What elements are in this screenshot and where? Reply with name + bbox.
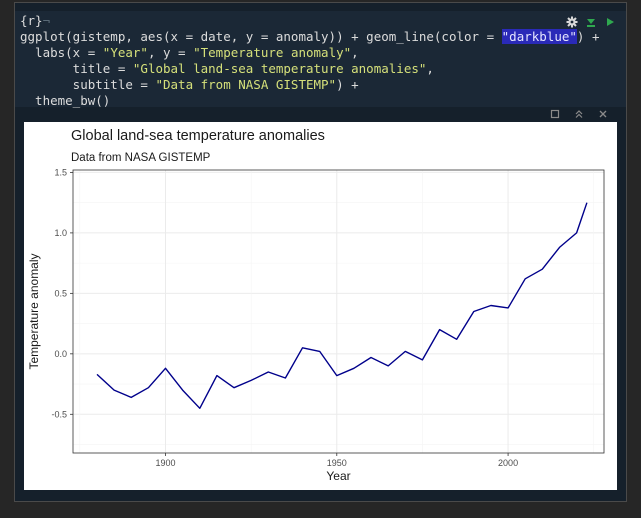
code-line-2-part-3: , <box>351 45 359 60</box>
gear-icon[interactable] <box>566 16 578 28</box>
code-line-5-part-1: theme_bw() <box>20 93 111 108</box>
y-axis-label: Temperature anomaly <box>27 253 41 369</box>
x-tick-label: 1950 <box>327 458 347 468</box>
y-tick-label: 0.0 <box>54 349 67 359</box>
code-line-4-part-1: subtitle = <box>20 77 156 92</box>
code-line-2[interactable]: labs(x = "Year", y = "Temperature anomal… <box>20 45 359 61</box>
y-tick-label: 0.5 <box>54 288 67 298</box>
y-tick-label: -0.5 <box>51 409 67 419</box>
code-line-4[interactable]: subtitle = "Data from NASA GISTEMP") + <box>20 77 359 93</box>
chunk-header-text: {r} <box>20 13 43 28</box>
plot-output: Global land-sea temperature anomalies Da… <box>24 122 617 490</box>
line-chart: Global land-sea temperature anomalies Da… <box>27 128 605 483</box>
collapse-icon[interactable] <box>574 109 584 119</box>
x-tick-label: 1900 <box>155 458 175 468</box>
chart-title: Global land-sea temperature anomalies <box>71 128 325 144</box>
x-tick-label: 2000 <box>498 458 518 468</box>
run-previous-icon[interactable] <box>585 16 597 28</box>
chart-subtitle: Data from NASA GISTEMP <box>71 152 211 164</box>
x-axis-label: Year <box>326 469 350 483</box>
code-line-4-string: "Data from NASA GISTEMP" <box>155 77 337 92</box>
y-tick-label: 1.0 <box>54 228 67 238</box>
close-icon[interactable] <box>598 109 608 119</box>
code-line-2-part-2: , y = <box>147 45 194 60</box>
code-line-2-part-1: labs(x = <box>20 45 103 60</box>
x-axis: 1900 1950 2000 <box>155 453 518 468</box>
code-line-2-string-2: "Temperature anomaly" <box>193 45 352 60</box>
code-line-1-part-2: ) + <box>576 29 600 44</box>
expand-icon[interactable] <box>550 109 560 119</box>
code-line-3-string: "Global land-sea temperature anomalies" <box>132 61 427 76</box>
y-tick-label: 1.5 <box>54 167 67 177</box>
code-line-2-string-1: "Year" <box>102 45 148 60</box>
series-layer <box>96 202 588 409</box>
grid-lines <box>73 170 604 453</box>
chunk-header: {r}¬ <box>20 13 51 28</box>
y-axis: 1.5 1.0 0.5 0.0 -0.5 <box>51 167 73 419</box>
code-line-5[interactable]: theme_bw() <box>20 93 110 109</box>
code-line-1[interactable]: ggplot(gistemp, aes(x = date, y = anomal… <box>20 29 599 45</box>
code-line-3-part-1: title = <box>20 61 133 76</box>
output-toolbar <box>15 109 626 123</box>
chunk-toolbar <box>566 16 616 28</box>
code-line-3[interactable]: title = "Global land-sea temperature ano… <box>20 61 434 77</box>
code-line-3-part-2: , <box>426 61 434 76</box>
code-editor: {r}¬ ggplot(gistemp, aes(x = date, y = a… <box>14 2 627 502</box>
panel-border <box>72 169 605 454</box>
code-chunk[interactable]: {r}¬ ggplot(gistemp, aes(x = date, y = a… <box>15 11 626 109</box>
code-line-1-part-1: ggplot(gistemp, aes(x = date, y = anomal… <box>20 29 502 44</box>
code-line-4-part-2: ) + <box>336 77 359 92</box>
code-line-1-string: "darkblue" <box>501 29 577 44</box>
series-line <box>96 202 588 409</box>
play-icon[interactable] <box>604 16 616 28</box>
